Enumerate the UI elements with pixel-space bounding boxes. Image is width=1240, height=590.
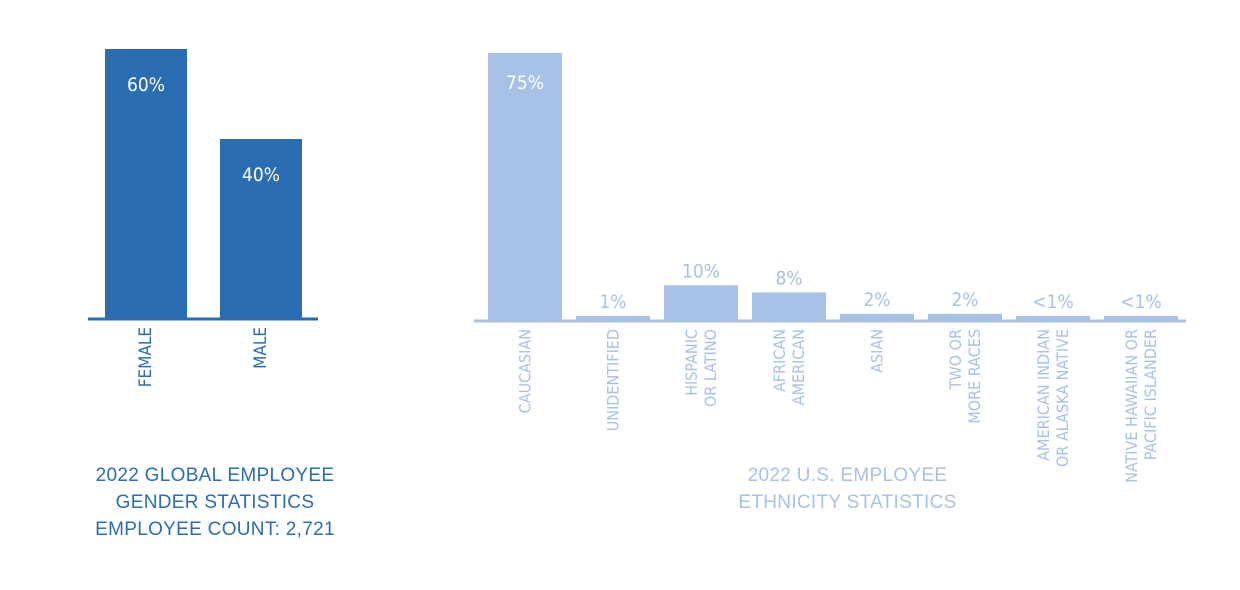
ethnicity-caption-line-2: ETHNICITY STATISTICS: [738, 492, 957, 513]
ethnicity-category-label-unidentified: UNIDENTIFIED: [604, 329, 623, 431]
ethnicity-value-label-two-or-more-races: 2%: [951, 289, 978, 311]
ethnicity-caption-line-1: 2022 U.S. EMPLOYEE: [747, 465, 948, 486]
ethnicity-category-label-native-hawaiian-or-pacific-islander-line-1: NATIVE HAWAIIAN OR: [1122, 329, 1141, 483]
ethnicity-bar-unidentified: [576, 316, 650, 321]
ethnicity-category-label-american-indian-or-alaska-native-line-2: OR ALASKA NATIVE: [1053, 329, 1072, 467]
ethnicity-bar-american-indian-or-alaska-native: [1016, 316, 1090, 321]
ethnicity-chart-caption: 2022 U.S. EMPLOYEE ETHNICITY STATISTICS: [660, 462, 1035, 516]
ethnicity-category-label-hispanic-or-latino-line-1: HISPANIC: [682, 329, 701, 396]
gender-bar-female: [105, 49, 187, 319]
ethnicity-category-label-american-indian-or-alaska-native-line-1: AMERICAN INDIAN: [1034, 329, 1053, 461]
ethnicity-category-label-african-american-line-2: AMERICAN: [789, 329, 808, 405]
ethnicity-category-label-native-hawaiian-or-pacific-islander-line-2: PACIFIC ISLANDER: [1141, 329, 1160, 460]
ethnicity-category-label-asian: ASIAN: [868, 329, 887, 373]
ethnicity-category-label-african-american-line-1: AFRICAN: [770, 329, 789, 392]
gender-value-label-male: 40%: [242, 164, 280, 186]
ethnicity-value-label-native-hawaiian-or-pacific-islander: <1%: [1120, 291, 1161, 313]
gender-caption-line-3: EMPLOYEE COUNT: 2,721: [95, 519, 335, 540]
ethnicity-value-label-hispanic-or-latino: 10%: [682, 260, 720, 282]
ethnicity-value-label-unidentified: 1%: [599, 291, 626, 313]
ethnicity-bar-african-american: [752, 292, 826, 321]
ethnicity-category-label-hispanic-or-latino-line-2: OR LATINO: [701, 329, 720, 407]
ethnicity-bar-native-hawaiian-or-pacific-islander: [1104, 316, 1178, 321]
gender-category-label-female: FEMALE: [136, 327, 156, 387]
ethnicity-bar-caucasian: [488, 53, 562, 321]
ethnicity-category-label-two-or-more-races-line-2: MORE RACES: [965, 329, 984, 424]
ethnicity-category-label-caucasian: CAUCASIAN: [516, 329, 535, 413]
gender-category-label-male: MALE: [251, 327, 271, 369]
ethnicity-value-label-caucasian: 75%: [506, 72, 544, 94]
gender-caption-line-2: GENDER STATISTICS: [115, 492, 315, 513]
ethnicity-value-label-asian: 2%: [863, 289, 890, 311]
ethnicity-bar-asian: [840, 313, 914, 321]
ethnicity-value-label-african-american: 8%: [775, 267, 802, 289]
gender-bar-male: [220, 139, 302, 319]
gender-caption-line-1: 2022 GLOBAL EMPLOYEE: [95, 465, 335, 486]
ethnicity-bar-two-or-more-races: [928, 313, 1002, 321]
gender-chart-caption: 2022 GLOBAL EMPLOYEE GENDER STATISTICS E…: [40, 462, 390, 543]
gender-value-label-female: 60%: [127, 74, 165, 96]
ethnicity-value-label-american-indian-or-alaska-native: <1%: [1032, 291, 1073, 313]
ethnicity-category-label-two-or-more-races-line-1: TWO OR: [946, 329, 965, 390]
ethnicity-bar-hispanic-or-latino: [664, 285, 738, 321]
